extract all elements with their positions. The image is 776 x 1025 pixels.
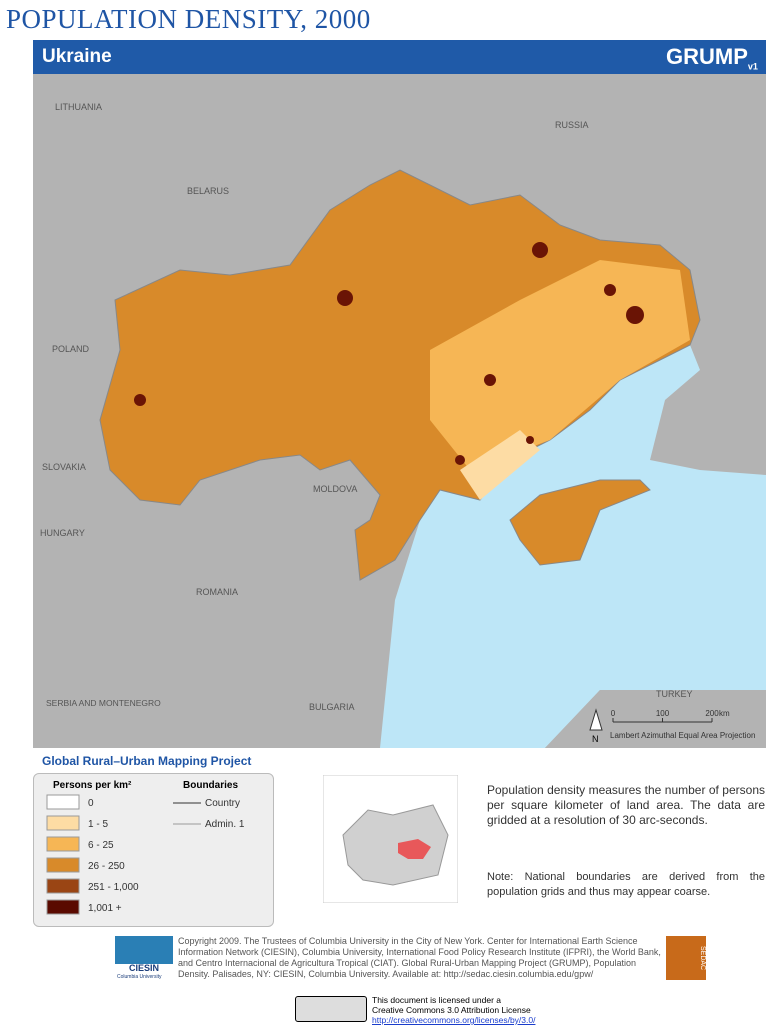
legend-title: Boundaries xyxy=(183,780,238,791)
city xyxy=(532,242,548,258)
map-label: POLAND xyxy=(52,344,90,354)
light-area xyxy=(460,430,540,500)
crimea xyxy=(509,479,651,566)
legend-label: 1 - 5 xyxy=(88,819,108,830)
map-label: BELARUS xyxy=(187,186,229,196)
boundary-label: Country xyxy=(205,798,240,809)
map-label: BULGARIA xyxy=(309,702,355,712)
legend-swatch xyxy=(46,899,80,915)
legend-swatch xyxy=(46,857,80,873)
map-label: HUNGARY xyxy=(40,528,85,538)
map-label: TURKEY xyxy=(656,689,693,699)
map: LITHUANIA RUSSIA BELARUS POLAND SLOVAKIA… xyxy=(33,74,766,748)
sedac-logo: SEDAC xyxy=(666,936,706,980)
legend-swatch xyxy=(46,794,80,810)
legend-label: 251 - 1,000 xyxy=(88,882,139,893)
title: POPULATION DENSITY, 2000 xyxy=(6,4,371,34)
legend-swatch xyxy=(46,815,80,831)
map-label: SERBIA AND MONTENEGRO xyxy=(46,698,161,708)
city xyxy=(455,455,465,465)
ciesin-sub: Columbia University xyxy=(117,974,162,980)
ciesin-globe xyxy=(115,936,173,964)
legend-title: Persons per km² xyxy=(53,780,132,791)
city xyxy=(604,284,616,296)
ciesin-text: CIESIN xyxy=(129,963,159,973)
legend-label: 0 xyxy=(88,798,94,809)
legend-label: 1,001 + xyxy=(88,903,122,914)
city xyxy=(484,374,496,386)
license-line: Creative Commons 3.0 Attribution License xyxy=(372,1005,531,1015)
turkey xyxy=(545,690,766,748)
legend-project: Global Rural–Urban Mapping Project xyxy=(42,754,252,768)
ciesin-logo: CIESIN xyxy=(115,936,173,973)
map-label: LITHUANIA xyxy=(55,102,102,112)
legend-swatch xyxy=(46,836,80,852)
map-label: SLOVAKIA xyxy=(42,462,86,472)
legend-label: 26 - 250 xyxy=(88,861,125,872)
map-label: RUSSIA xyxy=(555,120,589,130)
cc-badge xyxy=(295,996,367,1022)
subtitle: Ukraine xyxy=(42,46,112,67)
boundary-label: Admin. 1 xyxy=(205,819,245,830)
description: Population density measures the number o… xyxy=(487,783,765,827)
east-light-area xyxy=(430,260,690,470)
north-arrow xyxy=(589,708,603,731)
map-label: MOLDOVA xyxy=(313,484,357,494)
scale-bar: 0 100 200 km xyxy=(611,709,730,723)
logo-version: v1 xyxy=(747,61,758,72)
cities xyxy=(134,242,644,465)
legend-label: 6 - 25 xyxy=(88,840,114,851)
scale-unit: km xyxy=(719,709,730,718)
note: Note: National boundaries are derived fr… xyxy=(487,871,765,898)
title-band xyxy=(33,40,766,74)
license-line: This document is licensed under a xyxy=(372,995,501,1005)
logo-text: GRUMP xyxy=(666,44,748,69)
city xyxy=(626,306,644,324)
copyright: Copyright 2009. The Trustees of Columbia… xyxy=(178,936,661,979)
inset-map xyxy=(323,775,458,903)
legend-swatch xyxy=(46,878,80,894)
projection: Lambert Azimuthal Equal Area Projection xyxy=(610,731,756,740)
license: This document is licensed under a Creati… xyxy=(372,995,535,1025)
logo: GRUMPv1 xyxy=(666,44,758,71)
north-label: N xyxy=(592,734,599,744)
city xyxy=(134,394,146,406)
city xyxy=(526,436,534,444)
scale-label: 200 xyxy=(705,709,719,718)
legend: Persons per km² Boundaries Country Admin… xyxy=(46,780,245,915)
scale-label: 100 xyxy=(656,709,670,718)
city xyxy=(337,290,353,306)
map-label: ROMANIA xyxy=(196,587,238,597)
scale-label: 0 xyxy=(611,709,616,718)
ukraine-inset xyxy=(398,839,431,859)
europe xyxy=(342,804,449,886)
license-link[interactable]: http://creativecommons.org/licenses/by/3… xyxy=(372,1015,536,1025)
